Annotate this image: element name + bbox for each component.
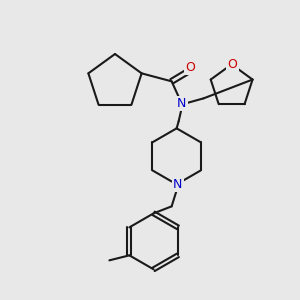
Text: O: O bbox=[228, 58, 238, 71]
Text: O: O bbox=[186, 61, 196, 74]
Text: N: N bbox=[173, 178, 182, 191]
Text: N: N bbox=[177, 97, 186, 110]
